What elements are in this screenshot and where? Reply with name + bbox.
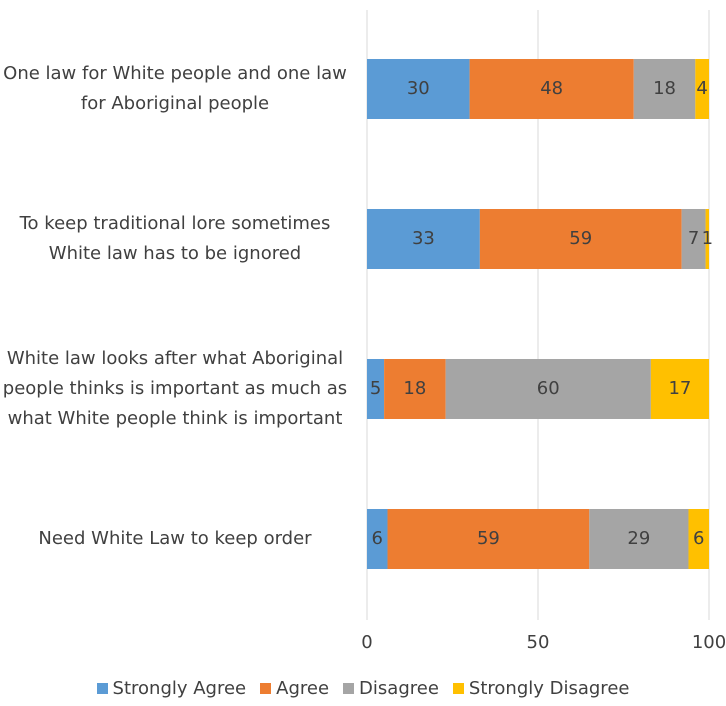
legend-swatch <box>452 683 464 694</box>
legend-label: Agree <box>276 678 330 699</box>
legend-swatch <box>260 683 272 694</box>
bar-segment <box>681 209 706 269</box>
x-tick-label: 0 <box>361 632 372 653</box>
bar-segment <box>367 359 385 419</box>
value-label: 7 <box>688 228 699 249</box>
x-tick-label: 50 <box>527 632 550 653</box>
legend-item: Agree <box>260 678 329 699</box>
legend-label: Strongly Disagree <box>468 678 630 699</box>
value-label: 6 <box>372 528 383 549</box>
legend-label: Strongly Agree <box>112 678 247 699</box>
legend-item: Disagree <box>343 678 439 699</box>
bar-segment <box>589 509 689 569</box>
value-label: 60 <box>537 378 560 399</box>
bar-segment <box>367 209 480 269</box>
bar-segment <box>688 509 709 569</box>
bar-segment <box>384 359 446 419</box>
category-label: To keep traditional lore sometimes White… <box>19 213 331 264</box>
category-label: White law looks after what Aboriginal pe… <box>2 348 348 429</box>
value-label: 5 <box>370 378 381 399</box>
legend-label: Disagree <box>359 678 439 699</box>
value-label: 59 <box>477 528 500 549</box>
bar-segment <box>479 209 682 269</box>
value-label: 6 <box>693 528 704 549</box>
legend-swatch <box>343 683 355 694</box>
value-label: 4 <box>696 78 707 99</box>
legend-swatch <box>96 683 108 694</box>
bar-segment <box>445 359 651 419</box>
bar-segment <box>387 509 590 569</box>
value-label: 59 <box>569 228 592 249</box>
legend: Strongly Agree Agree Disagree Strongly Disa… <box>0 678 726 699</box>
value-label: 18 <box>403 378 426 399</box>
value-label: 17 <box>668 378 691 399</box>
value-label: 1 <box>702 228 713 249</box>
category-label: Need White Law to keep order <box>38 528 312 549</box>
bar-segment <box>695 59 709 119</box>
legend-item: Strongly Agree <box>96 678 247 699</box>
category-label: One law for White people and one law for… <box>3 63 347 114</box>
bar-segment <box>367 509 388 569</box>
bar-segment <box>650 359 709 419</box>
value-label: 29 <box>627 528 650 549</box>
bar-segment <box>469 59 634 119</box>
x-tick-label: 100 <box>692 632 726 653</box>
value-label: 48 <box>540 78 563 99</box>
value-label: 33 <box>412 228 435 249</box>
bar-segment <box>367 59 470 119</box>
value-label: 30 <box>407 78 430 99</box>
bar-segment <box>705 209 709 269</box>
legend-item: Strongly Disagree <box>452 678 630 699</box>
bar-segment <box>633 59 696 119</box>
value-label: 18 <box>653 78 676 99</box>
